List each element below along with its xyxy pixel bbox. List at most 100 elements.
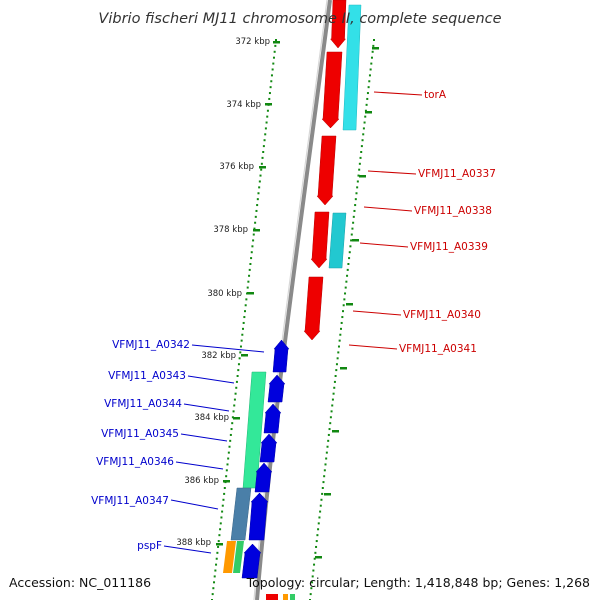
feature-track [223, 4, 362, 573]
guide-dot [269, 86, 272, 89]
guide-dot [219, 528, 222, 531]
kbp-tick [352, 239, 359, 242]
guide-dot [240, 339, 243, 342]
guide-dot [233, 398, 236, 401]
guide-dot [335, 363, 338, 366]
guide-dot [348, 257, 351, 260]
kbp-tick [324, 493, 331, 496]
guide-dots [211, 39, 379, 600]
guide-dot [237, 363, 240, 366]
guide-dot [356, 180, 359, 183]
gene-label-a0340[interactable]: VFMJ11_A0340 [403, 309, 481, 321]
label-leader-lines [163, 91, 423, 554]
guide-dot [263, 139, 266, 142]
guide-dot [368, 74, 371, 77]
forward-gene-arrow [272, 339, 290, 373]
guide-dot [257, 192, 260, 195]
guide-dot [271, 68, 274, 71]
guide-dot [341, 316, 344, 319]
guide-dot [370, 56, 373, 59]
guide-dot [213, 581, 216, 584]
guide-dot [364, 109, 367, 112]
guide-dot [311, 581, 314, 584]
guide-dot [230, 428, 233, 431]
leader-line [363, 206, 413, 212]
guide-dot [225, 475, 228, 478]
guide-dot [249, 263, 252, 265]
guide-dot [326, 445, 329, 448]
leader-line [183, 403, 230, 412]
leader-line [170, 499, 219, 510]
guide-dot [362, 127, 365, 130]
guide-dot [322, 481, 325, 484]
guide-dot [320, 498, 323, 501]
guide-dot [256, 204, 259, 207]
guide-dot [222, 498, 225, 501]
guide-dot [217, 545, 220, 548]
gene-label-a0341[interactable]: VFMJ11_A0341 [399, 343, 477, 355]
kbp-tick [340, 367, 347, 370]
guide-dot [339, 327, 342, 330]
guide-dot [312, 569, 315, 572]
steel-feature [230, 487, 252, 541]
kbp-tick [315, 556, 322, 559]
guide-dot [311, 575, 314, 578]
guide-dot [352, 221, 355, 224]
bottom-orange-stub [283, 594, 288, 600]
guide-dot [330, 410, 333, 413]
gene-label-tora[interactable]: torA [424, 89, 447, 101]
guide-dot [216, 551, 219, 554]
guide-dot [362, 133, 365, 136]
guide-dot [363, 121, 366, 124]
guide-dot [223, 492, 226, 495]
guide-dot [337, 345, 340, 348]
guide-dot [229, 439, 232, 442]
gene-label-a0343[interactable]: VFMJ11_A0343 [108, 370, 186, 382]
guide-dot [262, 145, 265, 148]
guide-dot [323, 469, 326, 472]
guide-dot [227, 451, 230, 454]
guide-dot [351, 227, 354, 230]
guide-dot [245, 298, 248, 301]
guide-dot [346, 268, 349, 271]
gene-label-pspf[interactable]: pspF [137, 540, 162, 552]
gene-label-a0338[interactable]: VFMJ11_A0338 [414, 205, 492, 217]
guide-dot [346, 274, 349, 277]
guide-dot [264, 133, 267, 136]
reverse-gene-arrow [303, 276, 324, 341]
guide-dot [337, 351, 340, 354]
gene-label-a0337[interactable]: VFMJ11_A0337 [418, 168, 496, 180]
gene-label-a0345[interactable]: VFMJ11_A0345 [101, 428, 179, 440]
guide-dot [310, 587, 313, 590]
guide-dot [316, 534, 319, 537]
gene-label-a0347[interactable]: VFMJ11_A0347 [91, 495, 169, 507]
guide-dot [343, 298, 346, 301]
kbp-label: 388 kbp [176, 538, 211, 548]
gene-label-a0344[interactable]: VFMJ11_A0344 [104, 398, 182, 410]
gene-label-a0342[interactable]: VFMJ11_A0342 [112, 339, 190, 351]
guide-dot [217, 540, 220, 543]
kbp-tick [359, 175, 366, 178]
kbp-label: 384 kbp [194, 413, 229, 423]
guide-dot [358, 168, 361, 171]
guide-dot [348, 251, 351, 254]
guide-dot [325, 451, 328, 454]
kbp-label: 374 kbp [226, 100, 261, 110]
guide-dot [261, 156, 264, 159]
kbp-tick [259, 166, 266, 169]
guide-dot [370, 62, 373, 65]
guide-dot [358, 162, 361, 165]
guide-dot [239, 351, 242, 354]
guide-dot [215, 563, 218, 566]
guide-dot [260, 168, 263, 171]
gene-label-a0346[interactable]: VFMJ11_A0346 [96, 456, 174, 468]
guide-dot [248, 274, 251, 277]
guide-dot [333, 386, 336, 389]
guide-dot [246, 286, 249, 289]
gene-label-a0339[interactable]: VFMJ11_A0339 [410, 241, 488, 253]
guide-dot [338, 339, 341, 342]
guide-dot [272, 56, 275, 59]
guide-dot [315, 545, 318, 548]
guide-dot [218, 534, 221, 537]
